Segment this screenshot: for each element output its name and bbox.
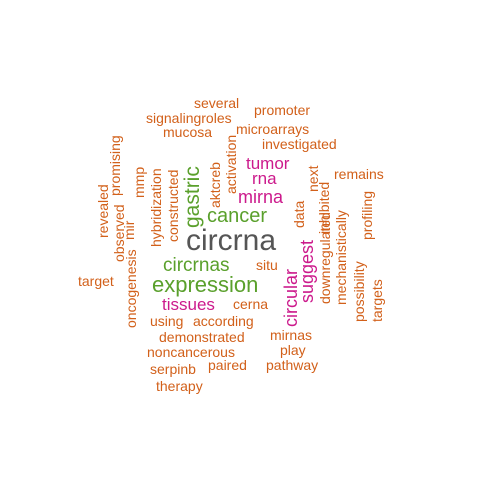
word-paired: paired (208, 357, 247, 373)
word-possibility: possibility (351, 261, 367, 322)
word-target: target (78, 273, 114, 289)
word-circrna: circrna (186, 224, 277, 257)
word-suggest: suggest (297, 239, 317, 303)
word-play: play (280, 342, 306, 358)
word-therapy: therapy (156, 378, 203, 394)
word-cerna: cerna (233, 296, 269, 312)
word-mirna: mirna (238, 187, 284, 207)
word-using: using (150, 313, 184, 329)
word-remains: remains (334, 166, 384, 182)
word-tumor: tumor (246, 154, 290, 173)
word-aktcreb: aktcreb (207, 162, 223, 208)
word-several: several (194, 95, 240, 111)
word-according: according (193, 313, 254, 329)
word-gastric: gastric (181, 166, 204, 228)
word-expression: expression (152, 272, 259, 297)
word-noncancerous: noncancerous (147, 344, 235, 360)
word-tissues: tissues (162, 295, 215, 314)
word-inhibited: inhibited (316, 181, 332, 234)
word-constructed: constructed (165, 169, 181, 242)
word-mirnas: mirnas (270, 327, 313, 343)
word-revealed: revealed (95, 184, 111, 238)
word-microarrays: microarrays (236, 121, 310, 137)
word-pathway: pathway (266, 357, 319, 373)
word-mir: mir (121, 220, 137, 240)
word-mechanistically: mechanistically (333, 210, 349, 305)
word-targets: targets (369, 279, 385, 322)
word-situ: situ (256, 257, 278, 273)
word-demonstrated: demonstrated (159, 329, 245, 345)
word-investigated: investigated (262, 136, 337, 152)
word-circrnas: circrnas (163, 255, 230, 276)
word-data: data (291, 200, 307, 228)
word-profiling: profiling (359, 190, 375, 240)
word-mmp: mmp (131, 166, 147, 198)
word-hybridization: hybridization (148, 168, 164, 247)
word-mucosa: mucosa (163, 124, 213, 140)
word-oncogenesis: oncogenesis (123, 249, 139, 328)
word-promoter: promoter (254, 102, 311, 118)
word-serpinb: serpinb (150, 361, 196, 377)
word-signalingroles: signalingroles (146, 110, 232, 126)
word-cancer: cancer (207, 205, 268, 227)
word-activation: activation (223, 134, 239, 194)
word-rna: rna (252, 169, 277, 188)
